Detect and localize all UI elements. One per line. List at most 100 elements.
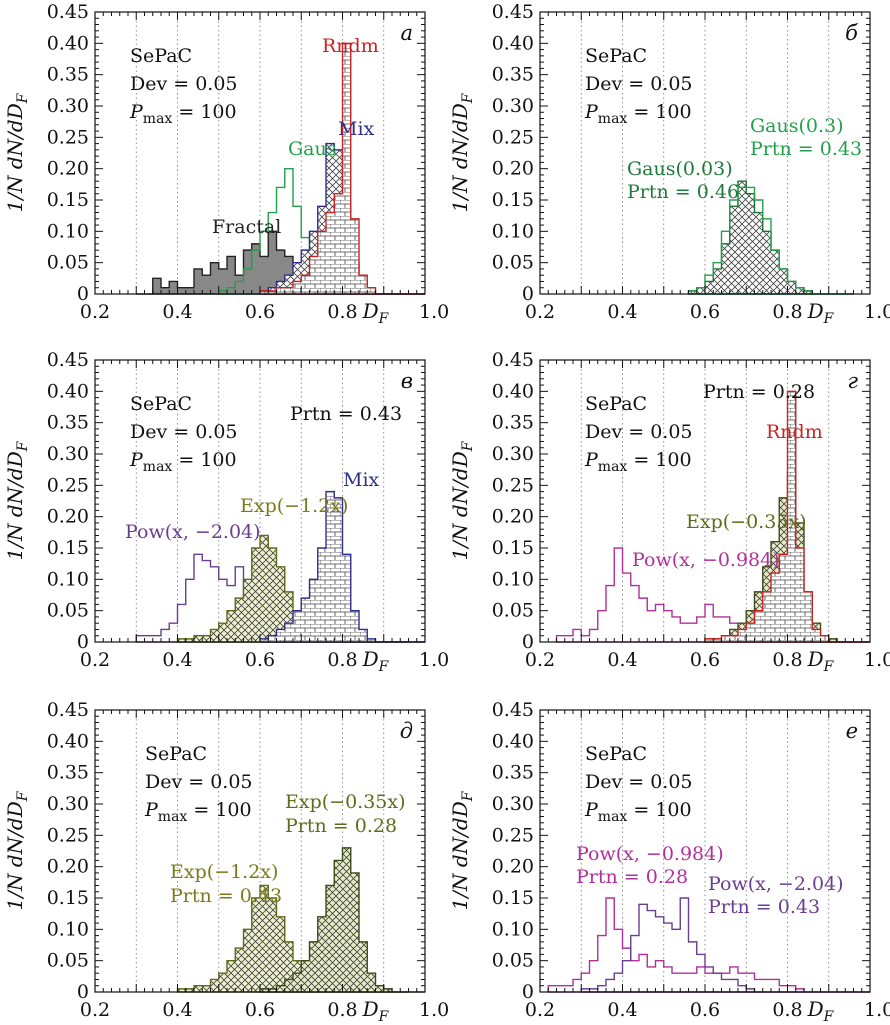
y-axis-label-sub: F [15, 440, 31, 452]
y-tick-label: 0.20 [492, 856, 534, 878]
panel-label: б [845, 21, 858, 45]
annotation-label: Exp(−1.2x) [170, 861, 278, 883]
x-tick-label: 0.2 [80, 999, 110, 1021]
y-tick-label: 0.45 [492, 349, 534, 371]
y-tick-label: 0.30 [492, 95, 534, 117]
y-tick-label: 0.30 [47, 95, 89, 117]
annotation-label: Gaus [288, 138, 337, 160]
y-tick-label: 0.25 [47, 126, 89, 148]
y-tick-label: 0.05 [492, 252, 534, 274]
panel-label: д [400, 719, 413, 743]
info-p: P [129, 449, 144, 471]
y-tick-label: 0.40 [47, 380, 89, 402]
y-tick-label: 0.40 [492, 730, 534, 752]
x-tick-label: 0.6 [245, 999, 275, 1021]
info-p: P [584, 101, 599, 123]
y-tick-label: 0.40 [47, 730, 89, 752]
x-axis-label: DF [807, 647, 835, 675]
y-tick-label: 0.45 [492, 1, 534, 23]
y-axis-label: 1/N dN/dDF [3, 440, 31, 560]
info-p: P [144, 799, 159, 821]
y-tick-label: 0.25 [47, 824, 89, 846]
x-tick-label: 0.8 [327, 649, 357, 671]
y-tick-label: 0.40 [492, 32, 534, 54]
y-tick-label: 0.20 [47, 506, 89, 528]
y-tick-label: 0.25 [492, 824, 534, 846]
info-line: Pmax = 100 [584, 449, 692, 475]
y-tick-label: 0.10 [47, 918, 89, 940]
x-tick-label: 0.8 [772, 649, 802, 671]
x-tick-label: 0.2 [80, 301, 110, 323]
y-tick-label: 0.45 [47, 349, 89, 371]
info-line: Dev = 0.05 [130, 421, 238, 443]
histogram-pattern [260, 847, 425, 992]
panel-2: 0.2 0.4 0.6 0.8 1.0 DF 0 0.05 0.10 0.15 0.20 0.25 0.… [3, 349, 449, 675]
y-tick-label: 0.35 [492, 64, 534, 86]
annotation-label: Exp(−0.35x) [285, 791, 406, 813]
panel-5: 0.2 0.4 0.6 0.8 1.0 DF 0 0.05 0.10 0.15 0.20 0.25 0.… [448, 699, 890, 1025]
panel-1: 0.2 0.4 0.6 0.8 1.0 DF 0 0.05 0.10 0.15 0.20 0.25 0.… [448, 1, 890, 327]
info-sub: max [598, 459, 628, 475]
annotation-label: Prtn = 0.43 [290, 403, 402, 425]
y-tick-label: 0.20 [492, 158, 534, 180]
info-sub: max [598, 809, 628, 825]
x-tick-label: 1.0 [419, 649, 449, 671]
annotation-label: Prtn = 0.28 [285, 815, 397, 837]
series-pow-x-0-984 [547, 897, 870, 993]
y-tick-label: 0.05 [492, 600, 534, 622]
x-axis-label: DF [362, 647, 390, 675]
info-rest: = 100 [627, 101, 691, 123]
y-axis-label: 1/N dN/dDF [448, 92, 476, 212]
x-tick-label: 0.6 [690, 301, 720, 323]
y-tick-label: 0 [522, 631, 534, 653]
x-tick-label: 0.6 [690, 649, 720, 671]
annotation-label: Pow(x, −2.04) [708, 873, 844, 895]
info-line: Pmax = 100 [144, 799, 252, 825]
y-tick-label: 0.20 [47, 856, 89, 878]
histogram-pattern [177, 535, 409, 642]
info-line: Pmax = 100 [129, 101, 237, 127]
info-line: Pmax = 100 [584, 101, 692, 127]
annotation-label: Pow(x, −2.04) [125, 521, 261, 543]
info-line: Pmax = 100 [584, 799, 692, 825]
info-sub: max [598, 111, 628, 127]
panel-label: в [401, 369, 413, 393]
y-tick-label: 0.45 [492, 699, 534, 721]
x-axis-label: DF [362, 299, 390, 327]
info-line: Dev = 0.05 [585, 771, 693, 793]
annotation-label: Prtn = 0.43 [708, 896, 820, 918]
y-axis-label: 1/N dN/dDF [3, 790, 31, 910]
y-tick-label: 0.05 [492, 950, 534, 972]
x-tick-label: 1.0 [419, 999, 449, 1021]
x-tick-label: 0.4 [607, 301, 637, 323]
info-p: P [584, 799, 599, 821]
y-axis-label-sub: F [460, 440, 476, 452]
info-line: Dev = 0.05 [585, 73, 693, 95]
y-axis-label: 1/N dN/dDF [448, 790, 476, 910]
x-tick-label: 0.4 [162, 999, 192, 1021]
y-tick-label: 0.25 [47, 474, 89, 496]
annotation-label: Pow(x, −0.984) [576, 843, 724, 865]
y-tick-label: 0.30 [47, 443, 89, 465]
info-line: SePaC [130, 393, 192, 415]
y-tick-label: 0.05 [47, 950, 89, 972]
x-tick-label: 0.4 [162, 649, 192, 671]
x-tick-label: 0.4 [162, 301, 192, 323]
y-tick-label: 0 [77, 631, 89, 653]
x-tick-label: 1.0 [864, 649, 890, 671]
info-rest: = 100 [172, 101, 236, 123]
x-tick-label: 1.0 [419, 301, 449, 323]
info-line: Dev = 0.05 [145, 771, 253, 793]
y-tick-label: 0.15 [492, 537, 534, 559]
panel-label: а [400, 21, 413, 45]
annotation-label: Rndm [766, 421, 823, 443]
annotation-label: Pow(x, −0.984) [632, 549, 780, 571]
y-axis-label-sub: F [15, 92, 31, 104]
y-tick-label: 0.15 [492, 887, 534, 909]
x-tick-label: 0.6 [245, 649, 275, 671]
info-rest: = 100 [627, 799, 691, 821]
annotation-label: Exp(−1.2x) [240, 495, 348, 517]
y-axis-label-sub: F [15, 790, 31, 802]
x-tick-label: 0.6 [690, 999, 720, 1021]
x-axis-label-sub: F [378, 659, 390, 675]
